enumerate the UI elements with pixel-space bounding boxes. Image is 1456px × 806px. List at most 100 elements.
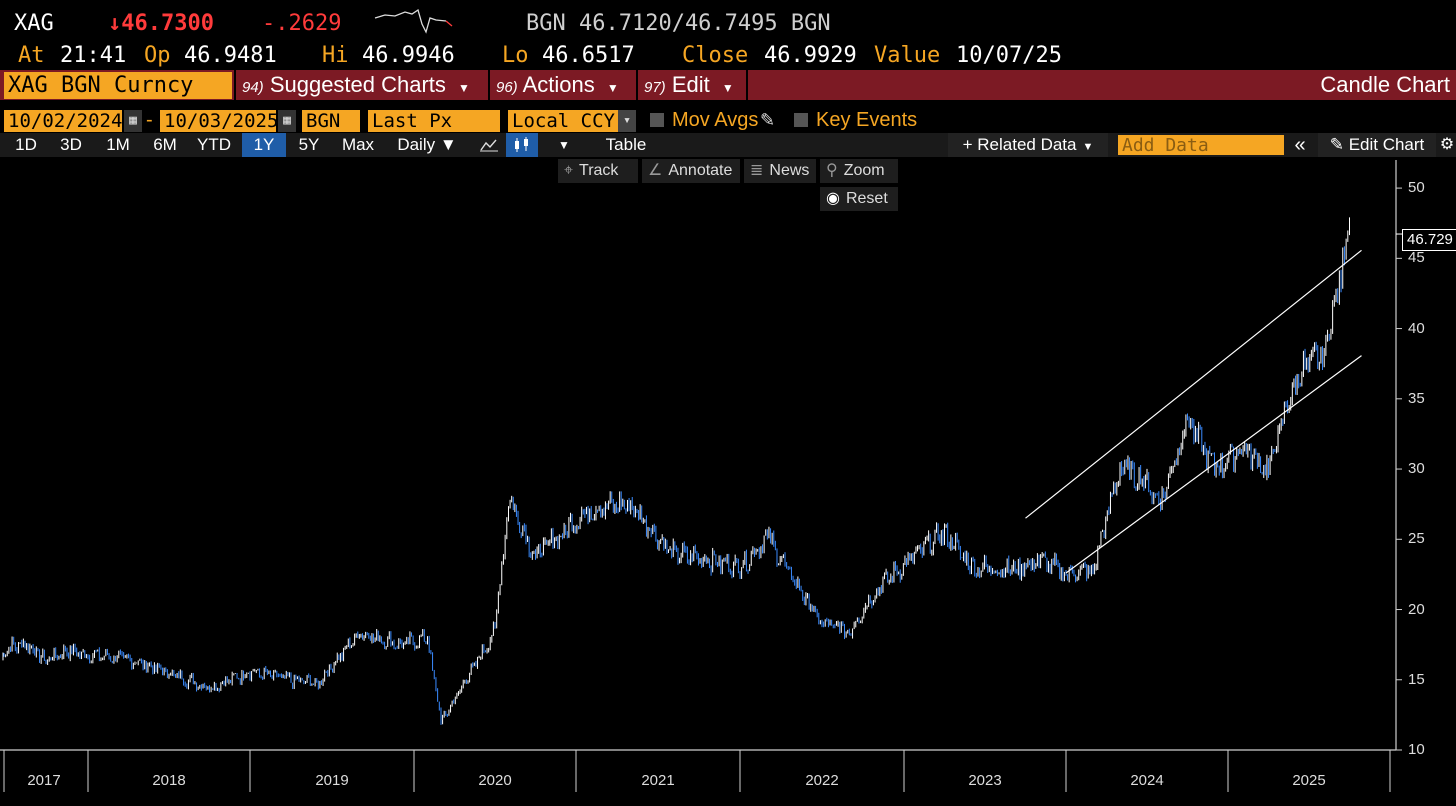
actions-num: 96): [496, 79, 518, 96]
period-5y[interactable]: 5Y: [298, 135, 320, 154]
key-events-label: Key Events: [816, 109, 918, 131]
caret-down-icon: ▼: [721, 81, 734, 95]
date-dash: -: [146, 109, 153, 131]
price-change: -.2629: [262, 11, 342, 36]
security-input[interactable]: XAG BGN Curncy: [4, 72, 232, 99]
end-date-field[interactable]: 10/03/2025: [160, 110, 278, 132]
source-field[interactable]: BGN: [302, 110, 360, 132]
add-data-input[interactable]: [1118, 135, 1284, 155]
close-label: Close: [682, 43, 749, 68]
chart-type-dropdown-icon[interactable]: ▼: [558, 138, 570, 152]
y-tick-label: 45: [1408, 249, 1425, 267]
line-chart-icon[interactable]: [474, 133, 504, 157]
table-button[interactable]: Table: [605, 135, 647, 154]
caret-down-icon: ▼: [458, 81, 470, 95]
last-price: ↓46.7300: [108, 11, 214, 36]
x-tick-label: 2023: [968, 772, 1002, 789]
gear-icon[interactable]: ⚙: [1439, 136, 1455, 153]
y-tick-label: 25: [1408, 530, 1425, 548]
x-tick-label: 2024: [1130, 772, 1164, 789]
track-label: Track: [579, 162, 619, 179]
edit-menu[interactable]: 97) Edit ▼: [638, 70, 746, 100]
annotate-label: Annotate: [668, 162, 733, 179]
open-label: Op: [144, 43, 171, 68]
y-tick-label: 15: [1408, 670, 1425, 688]
at-value: 21:41: [60, 43, 127, 68]
period-1d[interactable]: 1D: [15, 135, 37, 154]
chart-type-label[interactable]: Candle Chart: [1320, 72, 1450, 97]
suggested-charts-label: Suggested Charts: [269, 72, 446, 97]
field-select[interactable]: Last Px: [368, 110, 500, 132]
period-1m[interactable]: 1M: [106, 135, 130, 154]
period-6m[interactable]: 6M: [153, 135, 177, 154]
period-3d[interactable]: 3D: [60, 135, 82, 154]
frequency-select[interactable]: Daily ▼: [397, 135, 457, 154]
x-tick-label: 2017: [27, 772, 61, 789]
track-button[interactable]: ⌖ Track: [558, 159, 638, 183]
reset-dot-icon: ◉: [826, 190, 840, 207]
currency-select[interactable]: Local CCY: [508, 110, 618, 132]
x-tick-label: 2018: [152, 772, 186, 789]
news-icon: ≣: [750, 162, 764, 179]
value-date: 10/07/25: [956, 43, 1062, 68]
last-value-label: 46.729: [1402, 229, 1456, 251]
related-data-button[interactable]: + Related Data ▼: [948, 133, 1108, 157]
news-label: News: [769, 162, 810, 179]
angle-icon: ∠: [648, 162, 663, 179]
caret-down-icon: ▼: [1082, 141, 1094, 153]
y-tick-label: 30: [1408, 460, 1425, 478]
trend-line-lower: [1065, 355, 1362, 574]
edit-chart-label: Edit Chart: [1348, 135, 1425, 154]
mov-avgs-checkbox[interactable]: [650, 113, 664, 127]
x-tick-label: 2019: [315, 772, 349, 789]
x-tick-label: 2022: [805, 772, 839, 789]
suggested-charts-num: 94): [242, 79, 264, 96]
menu-bar: 94) Suggested Charts ▼ 96) Actions ▼ 97)…: [0, 70, 1456, 100]
trend-line-upper: [1025, 249, 1362, 519]
calendar-icon[interactable]: ▦: [278, 110, 296, 132]
caret-down-icon: ▼: [606, 81, 619, 95]
period-ytd[interactable]: YTD: [197, 135, 231, 154]
high-label: Hi: [322, 43, 349, 68]
pencil-icon: ✎: [1329, 135, 1344, 154]
close-value: 46.9929: [764, 43, 857, 68]
candle-chart-icon[interactable]: [506, 133, 538, 157]
pencil-icon[interactable]: ✎: [760, 110, 776, 130]
at-label: At: [18, 43, 45, 68]
suggested-charts-menu[interactable]: 94) Suggested Charts ▼: [236, 70, 488, 100]
edit-num: 97): [644, 79, 666, 96]
value-label: Value: [874, 43, 941, 68]
period-max[interactable]: Max: [341, 135, 375, 154]
ticker: XAG: [14, 11, 54, 36]
annotate-button[interactable]: ∠ Annotate: [642, 159, 740, 183]
magnifier-icon: ⚲: [826, 162, 838, 179]
low-value: 46.6517: [542, 43, 635, 68]
zoom-button[interactable]: ⚲ Zoom: [820, 159, 898, 183]
reset-label: Reset: [845, 190, 888, 207]
actions-menu[interactable]: 96) Actions ▼: [490, 70, 636, 100]
calendar-icon[interactable]: ▦: [124, 110, 142, 132]
related-data-label: + Related Data: [962, 135, 1077, 154]
x-tick-label: 2021: [641, 772, 675, 789]
candle-series: [2, 217, 1350, 725]
start-date-field[interactable]: 10/02/2024: [4, 110, 122, 132]
x-tick-label: 2025: [1292, 772, 1326, 789]
key-events-checkbox[interactable]: [794, 113, 808, 127]
collapse-icon[interactable]: «: [1294, 134, 1306, 156]
high-value: 46.9946: [362, 43, 455, 68]
y-tick-label: 20: [1408, 600, 1425, 618]
reset-button[interactable]: ◉ Reset: [820, 187, 898, 211]
edit-chart-button[interactable]: ✎ Edit Chart: [1318, 133, 1436, 157]
news-button[interactable]: ≣ News: [744, 159, 816, 183]
low-label: Lo: [502, 43, 529, 68]
y-tick-label: 10: [1408, 741, 1425, 758]
y-tick-label: 35: [1408, 389, 1425, 407]
edit-label: Edit: [671, 72, 710, 97]
actions-label: Actions: [522, 72, 595, 97]
y-tick-label: 40: [1408, 319, 1425, 337]
open-value: 46.9481: [184, 43, 277, 68]
dropdown-arrow-icon[interactable]: ▾: [618, 110, 636, 132]
period-1y[interactable]: 1Y: [242, 133, 286, 157]
bid-ask: BGN 46.7120/46.7495 BGN: [526, 11, 831, 36]
